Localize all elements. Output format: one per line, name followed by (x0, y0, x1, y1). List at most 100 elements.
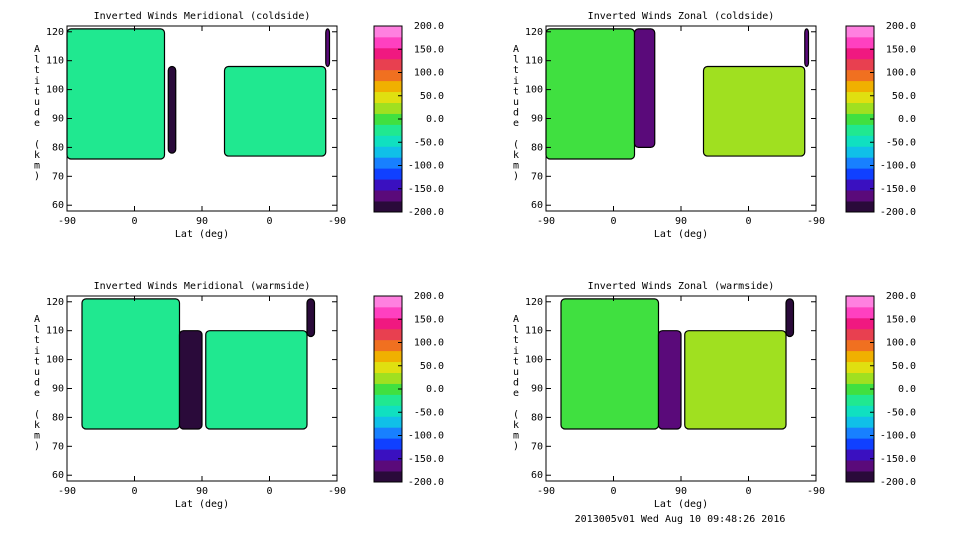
colorbar-swatch (374, 91, 402, 103)
x-tick-label: -90 (807, 486, 825, 497)
colorbar-swatch (846, 201, 874, 213)
colorbar-swatch (374, 416, 402, 428)
colorbar-swatch (374, 58, 402, 71)
footer-timestamp: 2013005v01 Wed Aug 10 09:48:26 2016 (574, 514, 786, 525)
y-tick-label: 80 (531, 412, 543, 423)
y-tick-label: 110 (525, 56, 543, 67)
colorbar-tick-label: 50.0 (420, 361, 444, 372)
colorbar-swatch (374, 350, 402, 363)
colorbar-swatch (374, 339, 402, 352)
colorbar-swatch (846, 372, 874, 384)
colorbar-swatch (374, 372, 402, 384)
colorbar-swatch (374, 438, 402, 450)
colorbar-swatch (846, 47, 874, 60)
colorbar-tick-label: 0.0 (426, 114, 444, 125)
x-tick-label: -90 (328, 486, 346, 497)
colorbar-swatch (846, 394, 874, 406)
colorbar-swatch (374, 80, 402, 93)
colorbar-swatch (846, 157, 874, 169)
colorbar-swatch (846, 179, 874, 191)
colorbar-swatch (846, 26, 874, 38)
y-tick-label: 120 (525, 297, 543, 308)
x-tick-label: 90 (675, 216, 687, 227)
data-region-2 (178, 330, 203, 430)
colorbar-swatch (846, 190, 874, 202)
x-tick-label: 0 (610, 216, 616, 227)
colorbar-swatch (374, 427, 402, 439)
data-region-3 (205, 330, 308, 430)
y-tick-label: 70 (52, 441, 64, 452)
colorbar-tick-label: 200.0 (886, 291, 916, 302)
colorbar-swatch (846, 449, 874, 461)
data-region-4 (804, 28, 810, 68)
colorbar-tick-label: -200.0 (880, 207, 916, 218)
colorbar-tick-label: 200.0 (886, 21, 916, 32)
y-tick-label: 90 (52, 384, 64, 395)
data-region-1 (545, 28, 636, 160)
colorbar-swatch (846, 427, 874, 439)
colorbar-tick-label: -200.0 (880, 477, 916, 488)
data-region-1 (81, 298, 181, 430)
colorbar-swatch (374, 405, 402, 417)
colorbar-swatch (374, 36, 402, 49)
x-tick-label: 0 (131, 216, 137, 227)
y-tick-label: 100 (46, 85, 64, 96)
y-tick-label: 60 (52, 470, 64, 481)
y-tick-label: 90 (531, 384, 543, 395)
y-tick-label: 70 (531, 441, 543, 452)
colorbar-tick-label: 100.0 (414, 68, 444, 79)
x-axis-label: Lat (deg) (175, 229, 229, 240)
y-tick-label: 70 (52, 171, 64, 182)
colorbar: 200.0 150.0 100.0 50.0 0.0 -50.0 -100.0 -150.0 -… (845, 291, 916, 488)
panel-2: Inverted Winds Zonal (coldside) 60 70 80 90 1… (513, 11, 916, 240)
colorbar-tick-label: -150.0 (880, 454, 916, 465)
colorbar-swatch (846, 471, 874, 483)
colorbar-swatch (846, 383, 874, 395)
colorbar-tick-label: 0.0 (898, 114, 916, 125)
colorbar-swatch (846, 339, 874, 352)
colorbar-swatch (846, 146, 874, 158)
colorbar-swatch (374, 190, 402, 202)
colorbar: 200.0 150.0 100.0 50.0 0.0 -50.0 -100.0 -150.0 -… (373, 21, 444, 218)
data-region-1 (66, 28, 166, 160)
colorbar-swatch (846, 36, 874, 49)
colorbar-tick-label: -200.0 (408, 207, 444, 218)
y-tick-label: 60 (52, 200, 64, 211)
y-tick-label: 60 (531, 470, 543, 481)
x-tick-label: 90 (196, 216, 208, 227)
colorbar-swatch (374, 69, 402, 82)
x-tick-label: -90 (807, 216, 825, 227)
x-axis-label: Lat (deg) (654, 499, 708, 510)
colorbar-swatch (846, 135, 874, 147)
colorbar-swatch (846, 361, 874, 373)
y-tick-label: 80 (52, 142, 64, 153)
colorbar-tick-label: -200.0 (408, 477, 444, 488)
colorbar-swatch (374, 394, 402, 406)
y-tick-label: 100 (525, 85, 543, 96)
colorbar-swatch (374, 135, 402, 147)
data-region-3 (684, 330, 787, 430)
data-region-3 (702, 65, 806, 157)
colorbar-swatch (374, 328, 402, 341)
colorbar-swatch (374, 47, 402, 60)
y-tick-label: 120 (46, 27, 64, 38)
colorbar-swatch (846, 328, 874, 341)
colorbar-swatch (846, 317, 874, 330)
colorbar-swatch (846, 296, 874, 308)
x-tick-label: -90 (537, 216, 555, 227)
colorbar-tick-label: 50.0 (892, 91, 916, 102)
x-tick-label: 0 (266, 486, 272, 497)
panel-4: Inverted Winds Zonal (warmside) 60 70 80 90 1… (513, 281, 916, 510)
data-region-4 (306, 298, 316, 338)
data-region-3 (223, 65, 327, 157)
plot-title: Inverted Winds Zonal (warmside) (588, 281, 775, 292)
colorbar-swatch (374, 124, 402, 136)
x-tick-label: -90 (58, 486, 76, 497)
colorbar-swatch (846, 91, 874, 103)
colorbar-tick-label: -100.0 (880, 161, 916, 172)
y-tick-label: 110 (46, 326, 64, 337)
colorbar-swatch (374, 383, 402, 395)
y-tick-label: 90 (531, 114, 543, 125)
